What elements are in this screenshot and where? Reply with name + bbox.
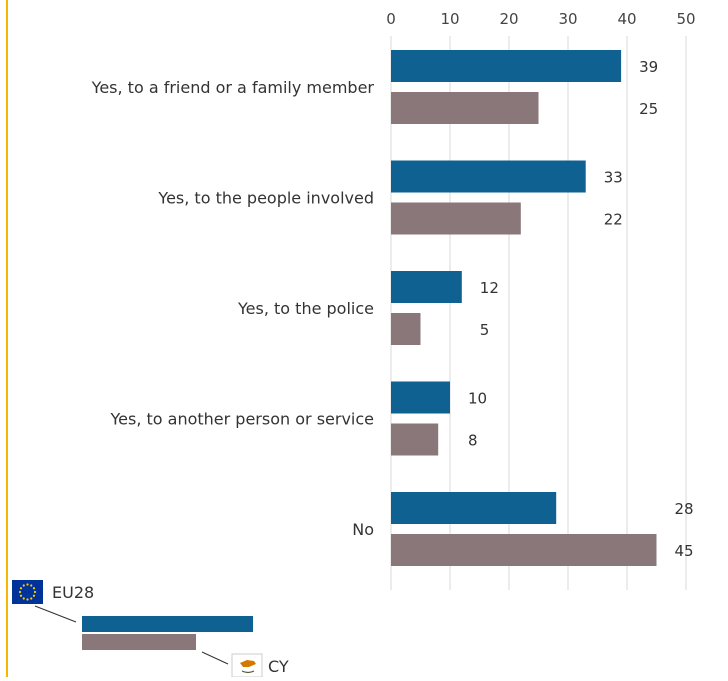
- legend-cy: CY: [82, 634, 289, 678]
- legend-label-cy: CY: [268, 657, 289, 676]
- legend-leader-line: [34, 605, 77, 623]
- x-tick-label: 20: [499, 10, 518, 28]
- data-label: 39: [639, 58, 658, 76]
- bar-cy: [391, 534, 657, 566]
- data-labels: 39 25 33 22 12 5 10 8 28 45: [468, 58, 694, 560]
- bar-eu28: [391, 381, 450, 414]
- cyprus-flag-icon: [231, 653, 263, 678]
- data-label: 22: [604, 211, 623, 229]
- bar-eu28: [391, 492, 557, 524]
- bar-eu28: [391, 50, 622, 82]
- x-tick-label: 40: [617, 10, 636, 28]
- data-label: 45: [675, 542, 694, 560]
- legend-swatch-eu28: [82, 616, 253, 632]
- legend-eu28: EU28: [12, 580, 253, 632]
- x-tick-label: 10: [440, 10, 459, 28]
- data-label: 28: [675, 500, 694, 518]
- category-label: Yes, to a friend or a family member: [91, 78, 375, 97]
- category-label: Yes, to another person or service: [110, 410, 375, 429]
- bar-cy: [391, 423, 439, 456]
- category-label: Yes, to the people involved: [157, 189, 374, 208]
- x-axis-ticks: 0 10 20 30 40 50: [386, 10, 695, 28]
- category-label: Yes, to the police: [237, 299, 374, 318]
- x-tick-label: 50: [676, 10, 695, 28]
- eu-flag-icon: [12, 580, 43, 604]
- legend-swatch-cy: [82, 634, 196, 650]
- legend-leader-line: [201, 651, 229, 665]
- category-labels: Yes, to a friend or a family member Yes, …: [91, 78, 375, 539]
- bar-cy: [391, 313, 421, 345]
- bars: [391, 50, 657, 566]
- bar-cy: [391, 92, 539, 124]
- data-label: 25: [639, 100, 658, 118]
- bar-eu28: [391, 271, 462, 303]
- x-tick-label: 0: [386, 10, 396, 28]
- data-label: 33: [604, 169, 623, 187]
- data-label: 12: [480, 279, 499, 297]
- accent-rule: [6, 0, 8, 677]
- legend: EU28 CY: [12, 580, 289, 678]
- x-tick-label: 30: [558, 10, 577, 28]
- category-label: No: [352, 520, 374, 539]
- bar-cy: [391, 202, 521, 235]
- data-label: 10: [468, 390, 487, 408]
- legend-label-eu28: EU28: [52, 583, 94, 602]
- data-label: 8: [468, 432, 478, 450]
- bar-eu28: [391, 160, 586, 193]
- data-label: 5: [480, 321, 490, 339]
